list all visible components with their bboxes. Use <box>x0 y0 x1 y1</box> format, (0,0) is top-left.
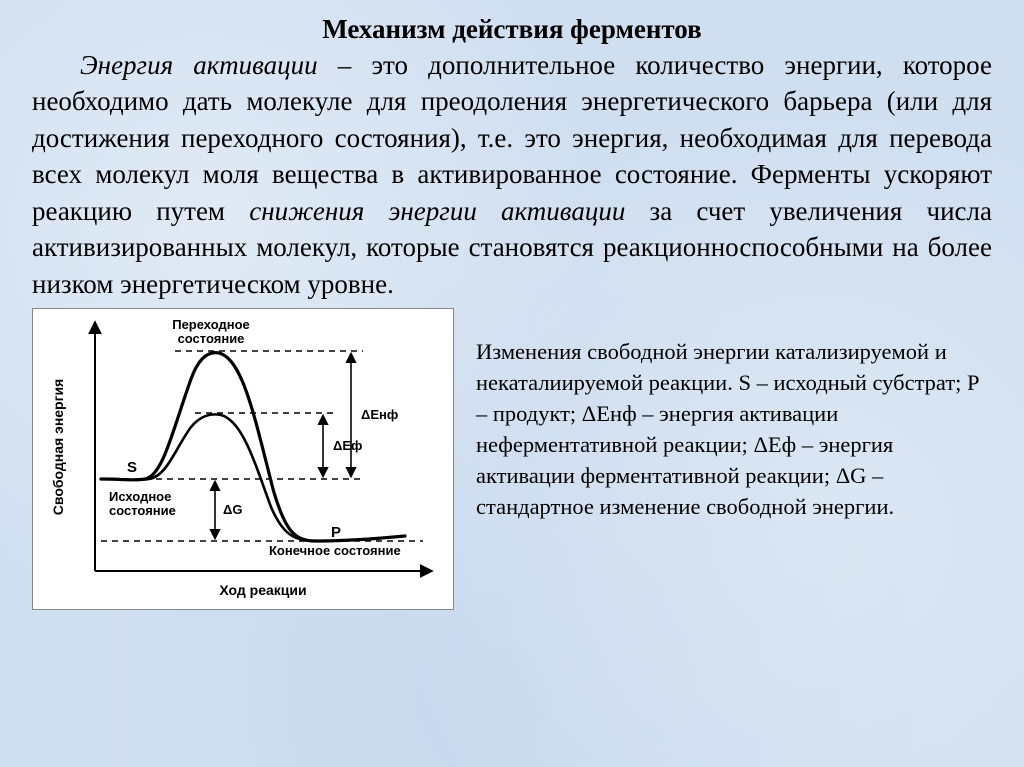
term-lowering-activation: снижения энергии активации <box>249 196 625 226</box>
svg-text:ΔG: ΔG <box>223 502 242 517</box>
energy-diagram: Свободная энергияХод реакцииПереходноесо… <box>32 308 454 610</box>
page-title: Механизм действия ферментов <box>32 14 992 45</box>
svg-text:Конечное состояние: Конечное состояние <box>269 543 401 558</box>
svg-text:Свободная энергия: Свободная энергия <box>50 379 66 515</box>
svg-text:Переходное: Переходное <box>172 317 250 332</box>
svg-text:состояние: состояние <box>178 331 245 346</box>
svg-text:ΔЕф: ΔЕф <box>333 438 362 453</box>
svg-text:состояние: состояние <box>109 503 176 518</box>
svg-text:ΔЕнф: ΔЕнф <box>361 407 398 422</box>
svg-text:P: P <box>331 524 341 541</box>
term-activation-energy: Энергия активации <box>80 50 318 80</box>
main-paragraph: Энергия активации – это дополнительное к… <box>32 47 992 302</box>
svg-text:Исходное: Исходное <box>109 489 171 504</box>
figure-caption: Изменения свободной энергии катализируем… <box>476 308 992 522</box>
lower-row: Свободная энергияХод реакцииПереходноесо… <box>32 308 992 610</box>
svg-text:S: S <box>127 459 137 476</box>
svg-text:Ход реакции: Ход реакции <box>219 582 306 598</box>
